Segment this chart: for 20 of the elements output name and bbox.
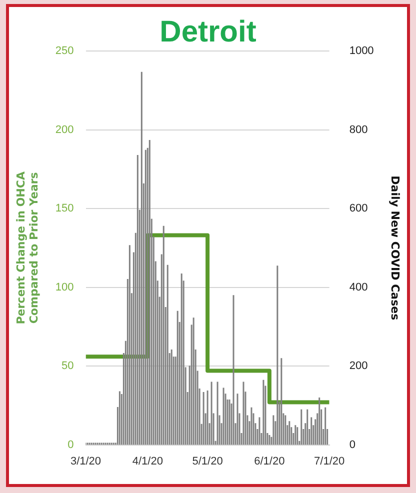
y-tick-label: 100 bbox=[55, 281, 74, 294]
x-tick-label: 4/1/20 bbox=[132, 455, 163, 468]
y2-tick-label: 200 bbox=[349, 360, 368, 372]
x-tick-label: 7/1/20 bbox=[314, 455, 345, 468]
y-tick-label: 150 bbox=[55, 202, 74, 215]
y2-tick-label: 0 bbox=[349, 438, 356, 451]
y2-tick-label: 800 bbox=[349, 124, 368, 136]
y-tick-label: 50 bbox=[62, 360, 74, 372]
y-tick-label: 200 bbox=[55, 124, 74, 136]
x-tick-label: 6/1/20 bbox=[254, 455, 285, 468]
y2-tick-label: 600 bbox=[349, 202, 368, 215]
chart-title: Detroit bbox=[160, 15, 256, 48]
x-tick-label: 3/1/20 bbox=[70, 455, 102, 468]
y2-axis-title: Daily New COVID Cases bbox=[388, 176, 402, 321]
x-tick-label: 5/1/20 bbox=[192, 455, 223, 468]
y-axis-title: Percent Change in OHCA Compared to Prior Years bbox=[14, 171, 41, 324]
y2-tick-label: 400 bbox=[349, 281, 368, 294]
y-tick-label: 0 bbox=[68, 438, 74, 451]
y-tick-label: 250 bbox=[55, 45, 74, 58]
y2-tick-label: 1000 bbox=[349, 45, 374, 58]
